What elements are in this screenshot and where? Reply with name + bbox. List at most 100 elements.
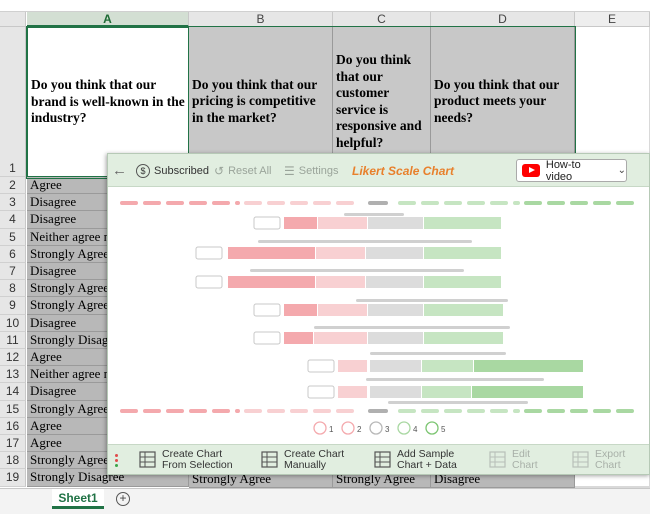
legend-label: 1 <box>329 425 334 434</box>
row-header[interactable]: 14 <box>0 383 26 401</box>
legend-label: 4 <box>413 425 418 434</box>
column-header-d[interactable]: D <box>431 12 575 27</box>
settings-label: Settings <box>298 164 339 177</box>
bottom-button-label-line2: From Selection <box>162 459 233 471</box>
export-chart-icon <box>571 450 591 470</box>
row-header[interactable]: 19 <box>0 469 26 487</box>
sample-chart-button[interactable]: Add Sample Chart + Data <box>373 445 457 475</box>
row-header[interactable]: 16 <box>0 417 26 435</box>
export-chart-button[interactable]: Export Chart <box>571 445 625 475</box>
more-options-icon[interactable] <box>115 454 118 468</box>
back-arrow-icon[interactable]: ← <box>112 162 127 179</box>
label-placeholder <box>250 269 464 272</box>
bar-segment <box>228 247 315 259</box>
row-label-box <box>253 303 281 317</box>
bar-segment <box>424 276 501 288</box>
reset-all-label: Reset All <box>228 164 272 177</box>
sliders-icon: ☰ <box>284 163 295 178</box>
bar-segment <box>366 276 423 288</box>
bar-segment <box>422 360 473 372</box>
column-header-b[interactable]: B <box>189 12 333 27</box>
row-header[interactable]: 10 <box>0 314 26 332</box>
bar-segment <box>472 386 583 398</box>
bar-segment <box>424 332 503 344</box>
panel-bottombar: Create Chart From Selection Create Chart Ma… <box>108 444 649 474</box>
howto-video-dropdown[interactable]: How-to video ⌄ <box>516 158 627 183</box>
column-header-a[interactable]: A <box>27 12 189 27</box>
row-header[interactable]: 6 <box>0 245 26 263</box>
legend-label: 3 <box>385 425 390 434</box>
sheet-tab-sheet1[interactable]: Sheet1 <box>52 489 104 509</box>
label-placeholder <box>388 401 528 404</box>
label-placeholder <box>356 299 508 302</box>
bottom-button-label-line1: Export <box>595 448 626 460</box>
howto-label: How-to video <box>545 158 581 183</box>
bar-segment <box>338 360 367 372</box>
bar-segment <box>424 247 501 259</box>
youtube-icon <box>522 164 540 177</box>
row-header[interactable]: 9 <box>0 297 26 315</box>
bottom-button-label-line1: Create Chart <box>162 448 223 460</box>
bar-segment <box>228 276 315 288</box>
row-header[interactable]: 3 <box>0 194 26 212</box>
bar-segment <box>474 360 583 372</box>
row-header[interactable]: 12 <box>0 349 26 367</box>
bar-segment <box>424 217 501 229</box>
bottom-button-label-line1: Add Sample <box>397 448 455 460</box>
row-header[interactable]: 17 <box>0 435 26 453</box>
bar-segment <box>284 332 313 344</box>
row-label-box <box>195 246 223 260</box>
label-placeholder <box>370 352 506 355</box>
ribbon-edge <box>0 0 650 12</box>
row-header[interactable]: 1 <box>0 27 26 177</box>
row-header[interactable]: 5 <box>0 228 26 246</box>
header-cell-d[interactable]: Do you think that our product meets your… <box>431 27 575 177</box>
row-label-box <box>307 359 335 373</box>
reset-all-button[interactable]: ↺ Reset All <box>214 154 271 187</box>
bar-segment <box>284 304 317 316</box>
likert-face-icon <box>341 421 355 435</box>
label-placeholder <box>344 213 404 216</box>
add-sheet-icon[interactable]: + <box>116 492 130 506</box>
header-cell-c[interactable]: Do you think that our customer service i… <box>333 27 431 177</box>
row-header[interactable]: 11 <box>0 331 26 349</box>
likert-chart-svg: 1 2 3 4 5 <box>120 201 636 435</box>
bar-segment <box>422 386 471 398</box>
row-header[interactable]: 4 <box>0 211 26 229</box>
likert-face-icon <box>425 421 439 435</box>
table-edit-button[interactable]: Create Chart Manually <box>260 445 344 475</box>
row-label-box <box>253 331 281 345</box>
row-header[interactable]: 2 <box>0 177 26 195</box>
bottom-button-label-line2: Chart <box>595 459 621 471</box>
bar-segment <box>368 304 423 316</box>
edit-chart-button[interactable]: Edit Chart <box>488 445 538 475</box>
row-header[interactable]: 8 <box>0 280 26 298</box>
bottom-button-label-line2: Chart + Data <box>397 459 457 471</box>
bar-segment <box>318 217 367 229</box>
bottom-button-label-line1: Edit <box>512 448 531 460</box>
subscribed-button[interactable]: $ Subscribed <box>136 154 209 187</box>
row-header[interactable]: 7 <box>0 263 26 281</box>
dollar-icon: $ <box>136 163 150 178</box>
select-all-corner[interactable] <box>0 12 26 27</box>
settings-button[interactable]: ☰ Settings <box>284 154 339 187</box>
row-label-box <box>307 385 335 399</box>
label-placeholder <box>314 326 510 329</box>
row-header[interactable]: 13 <box>0 366 26 384</box>
column-header-c[interactable]: C <box>333 12 431 27</box>
likert-face-icon <box>397 421 411 435</box>
bar-segment <box>370 386 421 398</box>
header-cell-b[interactable]: Do you think that our pricing is competi… <box>189 27 333 177</box>
bar-segment <box>284 217 317 229</box>
row-header[interactable]: 18 <box>0 452 26 470</box>
bar-segment <box>318 304 367 316</box>
row-header[interactable]: 15 <box>0 400 26 418</box>
bar-segment <box>314 332 367 344</box>
table-grid-button[interactable]: Create Chart From Selection <box>138 445 233 475</box>
bar-segment <box>366 247 423 259</box>
bar-segment <box>316 276 365 288</box>
header-cell-a[interactable]: Do you think that our brand is well-know… <box>27 27 189 177</box>
column-header-e[interactable]: E <box>575 12 650 27</box>
reset-icon: ↺ <box>214 163 225 178</box>
header-text-b: Do you think that our pricing is competi… <box>192 76 318 125</box>
